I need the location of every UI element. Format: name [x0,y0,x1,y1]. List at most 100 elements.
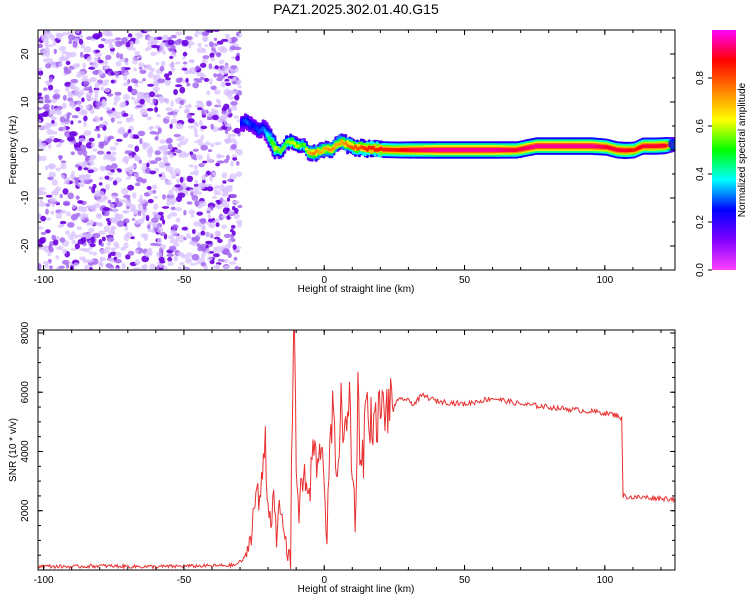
spectrogram-noise-cell [216,205,222,209]
spectrogram-noise-cell [83,120,87,127]
spectrogram-noise-cell [147,71,154,79]
spectrogram-noise-cell [193,169,199,176]
spectrogram-noise-cell [167,39,175,46]
spectrogram-noise-cell [189,262,198,266]
spectrogram-noise-cell [223,233,231,238]
spectrogram-noise-cell [114,243,120,249]
spectrogram-noise-cell [51,120,55,124]
spectrogram-noise-cell [150,242,158,246]
spectrogram-noise-cell [156,36,163,40]
spectrogram-noise-cell [122,113,129,117]
spectrogram-noise-cell [232,157,238,161]
spectrogram-noise-cell [133,172,140,177]
spectrogram-noise-cell [171,147,178,151]
spectrogram-noise-cell [167,214,171,220]
spectrogram-noise-cell [159,262,163,268]
spectrogram-noise-cell [154,88,158,96]
spectrogram-noise-cell [71,104,76,109]
spectrogram-noise-cell [46,57,53,64]
spectrogram-noise-cell [79,144,87,152]
spectrogram-ridge-cell [293,141,297,145]
spectrogram-noise-cell [237,85,242,89]
colorbar-ticks: 0.0 0.2 0.4 0.6 0.8 [695,71,712,277]
spectrogram-noise-cell [38,92,43,97]
spectrogram-noise-cell [237,222,242,228]
spectrogram-noise-cell [101,236,106,242]
spectrogram-noise-cell [154,106,159,113]
spectrogram-noise-cell [134,145,140,153]
spectrogram-noise-cell [207,214,212,219]
spectrogram-noise-cell [77,205,85,212]
spectrogram-noise-cell [170,201,175,206]
spectrogram-noise-cell [98,144,104,148]
spectrogram-noise-cell [38,201,47,207]
spectrogram-noise-cell [44,99,51,104]
spectrogram-noise-cell [50,104,55,110]
spectrogram-noise-cell [220,47,228,54]
spectrogram-noise-cell [194,200,200,207]
spectrogram-noise-cell [38,263,42,270]
spectrogram-noise-cell [169,212,178,217]
spectrogram-noise-cell [174,184,181,188]
spectrogram-noise-cell [213,37,218,41]
x-tick-label: -100 [34,275,54,286]
spectrogram-noise-cell [85,105,90,111]
snr-y-ticks: 2000 4000 6000 8000 [20,321,675,571]
spectrogram-ridge-cell [271,141,275,147]
spectrogram-noise-cell [132,60,138,65]
spectrogram-noise-cell [100,86,104,91]
spectrogram-noise-cell [197,246,204,252]
spectrogram-noise-cell [138,62,145,67]
spectrogram-noise-cell [191,195,199,201]
spectrogram-noise-cell [109,203,115,209]
spectrogram-noise-cell [235,171,243,177]
spectrogram-noise-cell [206,90,211,96]
spectrogram-noise-cell [230,65,238,70]
spectrogram-noise-cell [64,130,71,138]
spectrogram-noise-cell [125,61,129,66]
spectrogram-noise-cell [45,208,49,215]
spectrogram-noise-cell [187,118,195,124]
spectrogram-noise-cell [210,143,215,148]
spectrogram-noise-cell [103,79,110,84]
spectrogram-noise-cell [88,97,97,101]
spectrogram-noise-cell [83,115,88,122]
spectrogram-noise-cell [205,250,210,254]
spectrogram-noise-cell [200,134,205,140]
spectrogram-ridge-cell [312,151,316,156]
spectrogram-noise-cell [42,261,50,265]
spectrogram-noise-cell [45,138,53,143]
spectrogram-noise-cell [108,40,113,47]
spectrogram-noise-cell [214,185,221,190]
spectrogram-noise-cell [88,137,95,142]
spectrogram-noise-cell [105,184,110,191]
spectrogram-noise-cell [149,125,155,130]
spectrogram-noise-cell [82,75,88,79]
spectrogram-noise-cell [136,55,143,59]
spectrogram-noise-cell [98,230,106,235]
spectrogram-ridge-cell [340,139,344,143]
spectrogram-noise-cell [62,259,70,265]
spectrogram-noise-cell [144,251,152,258]
spectrogram-noise-cell [225,138,230,144]
spectrogram-noise-cell [86,232,92,240]
spectrogram-noise-cell [215,263,221,269]
spectrogram-noise-cell [115,214,120,219]
spectrogram-noise-cell [97,190,105,197]
spectrogram-noise-cell [164,182,173,186]
spectrogram-noise-cell [132,267,141,270]
spectrogram-noise-cell [146,108,154,112]
spectrogram-noise-cell [169,170,174,175]
spectrogram-noise-cell [232,206,236,211]
spectrogram-noise-cell [133,67,138,72]
spectrogram-ridge-cell [304,147,308,151]
spectrogram-noise-cell [72,63,80,69]
spectrogram-noise-cell [112,207,118,213]
spectrogram-noise-cell [152,223,158,228]
spectrogram-noise-cell [134,259,141,266]
spectrogram-ridge-cell [320,150,324,154]
spectrogram-noise-cell [230,228,234,233]
spectrogram-noise-cell [223,159,229,164]
spectrogram-noise-cell [211,196,218,199]
